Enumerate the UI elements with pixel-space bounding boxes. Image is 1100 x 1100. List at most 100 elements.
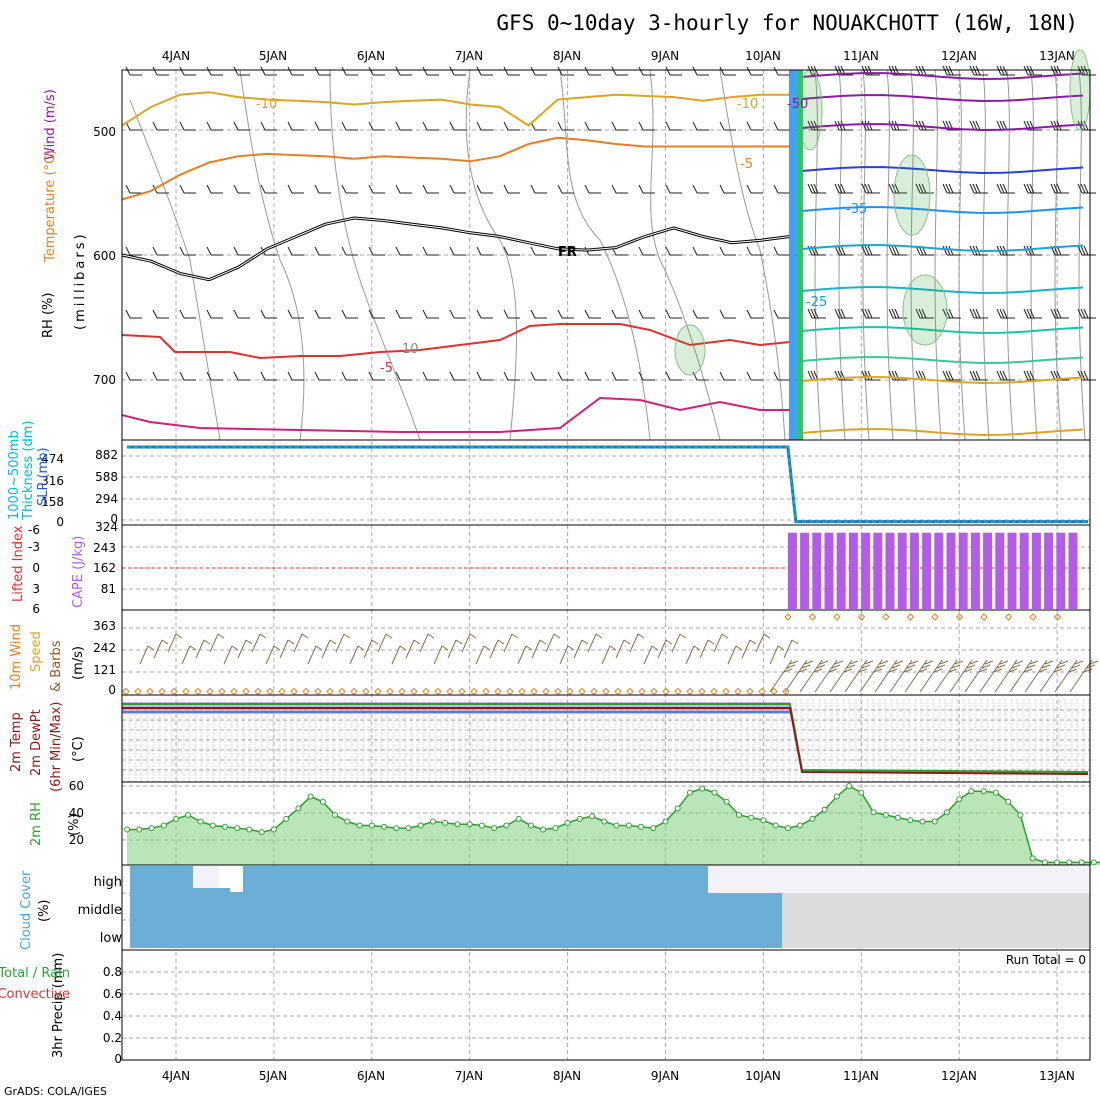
rh-point [246, 826, 253, 833]
rh-point [821, 806, 828, 813]
cape-bar [922, 532, 932, 609]
cape-bar [1031, 532, 1041, 609]
wind-barb [746, 184, 763, 194]
wind-barb [449, 309, 466, 319]
rh-point [319, 798, 326, 805]
rh-point [992, 789, 999, 796]
footer-credit: GrADS: COLA/IGES [4, 1085, 107, 1098]
wind-tick: 363 [93, 619, 116, 633]
wind-barb [557, 371, 574, 381]
li-tick: -3 [28, 540, 40, 554]
wind-barb [368, 246, 385, 256]
ylabel-precip: 3hr Precip (mm) [51, 953, 66, 1058]
ylabel-speed: Speed [29, 631, 44, 672]
bottom-day-label: 7JAN [455, 1069, 483, 1083]
wind-barb [584, 66, 601, 76]
isotherm-line [802, 94, 1084, 103]
surface-barb [195, 639, 211, 659]
wind-barb [665, 66, 682, 76]
rh-point [148, 825, 155, 832]
rh-contour [719, 69, 786, 441]
surface-barb [363, 639, 379, 659]
cape-bar [995, 532, 1005, 609]
wind-barb [888, 245, 907, 256]
wind-barb [530, 121, 547, 131]
freezing-level-inner-line [121, 217, 791, 281]
rh-points [124, 783, 1097, 866]
wind-barb [665, 309, 682, 319]
rh-point [601, 818, 608, 825]
wind-barb [152, 371, 169, 381]
rh-point [797, 822, 804, 829]
bottom-day-label: 13JAN [1039, 1069, 1075, 1083]
rh-point [295, 805, 302, 812]
precip-tick: 0.6 [103, 987, 122, 1001]
precip-tick: 0.2 [103, 1031, 122, 1045]
panel-frame [121, 609, 1091, 696]
contour-label: -50 [787, 97, 808, 112]
precip-tick: 0.8 [103, 965, 122, 979]
rh-point [772, 822, 779, 829]
speed-marker [434, 687, 442, 696]
isotherm-line [802, 123, 1084, 132]
wind-barb [152, 66, 169, 76]
rh-point [478, 822, 485, 829]
surface-barb [153, 639, 169, 659]
surface-barb [1054, 659, 1084, 693]
speed-marker [170, 687, 178, 696]
wind-barb [314, 309, 331, 319]
wind-barb [665, 184, 682, 194]
ylabel-wind-unit: (m/s) [71, 646, 86, 680]
ylabel-2m-temp: 2m Temp [9, 712, 24, 772]
speed-marker [398, 687, 406, 696]
wind-barb [206, 309, 223, 319]
rh-point [185, 812, 192, 818]
li-markers [784, 613, 1062, 621]
wind-barb [152, 121, 169, 131]
wind-10m-panel: 363 242 121 0 10m Wind Speed & Barbs (m/… [9, 619, 1099, 697]
speed-marker [734, 687, 742, 696]
rh-point [687, 789, 693, 796]
wind-barb [773, 246, 790, 256]
wind-barb [638, 66, 655, 76]
rh-point [1078, 859, 1085, 866]
rh-point [209, 822, 216, 829]
precip-tick: 0.4 [103, 1009, 122, 1023]
panel-frames [121, 69, 1091, 1061]
surface-barb [293, 633, 309, 653]
rh-point [503, 822, 510, 829]
rh-point [846, 783, 853, 789]
cape-tick: 81 [101, 582, 116, 596]
thickness-tick: 316 [41, 474, 64, 488]
surface-barb [919, 659, 949, 693]
cloud-bg-right-high [708, 866, 1090, 893]
top-day-label: 7JAN [455, 49, 483, 63]
ylabel-li: Lifted Index [11, 525, 26, 602]
wind-barb [368, 184, 385, 194]
wind-barb [476, 371, 493, 381]
wind-barb [233, 246, 250, 256]
wind-barb [233, 66, 250, 76]
wind-barb [368, 121, 385, 131]
speed-marker [770, 687, 778, 696]
wind-barb [807, 245, 826, 256]
wind-barb [422, 121, 439, 131]
rh-contour [814, 69, 822, 441]
speed-marker [482, 687, 490, 696]
wind-barb [476, 309, 493, 319]
contour-label: -10 [256, 97, 277, 112]
wind-barb [125, 246, 142, 256]
wind-barb [476, 184, 493, 194]
ylabel-total-rain: Total / Rain [0, 966, 70, 981]
ylabel-cape: CAPE (J/kg) [71, 536, 86, 608]
speed-marker [122, 687, 130, 696]
rh-point [944, 809, 950, 816]
rh-point [1017, 812, 1024, 818]
rh-contour [958, 69, 966, 441]
wind-barb [395, 184, 412, 194]
wind-barb [557, 309, 574, 319]
wind-speed-markers [122, 687, 790, 696]
speed-marker [554, 687, 562, 696]
ylabel-2m-dewpt: 2m DewPt [29, 709, 44, 776]
